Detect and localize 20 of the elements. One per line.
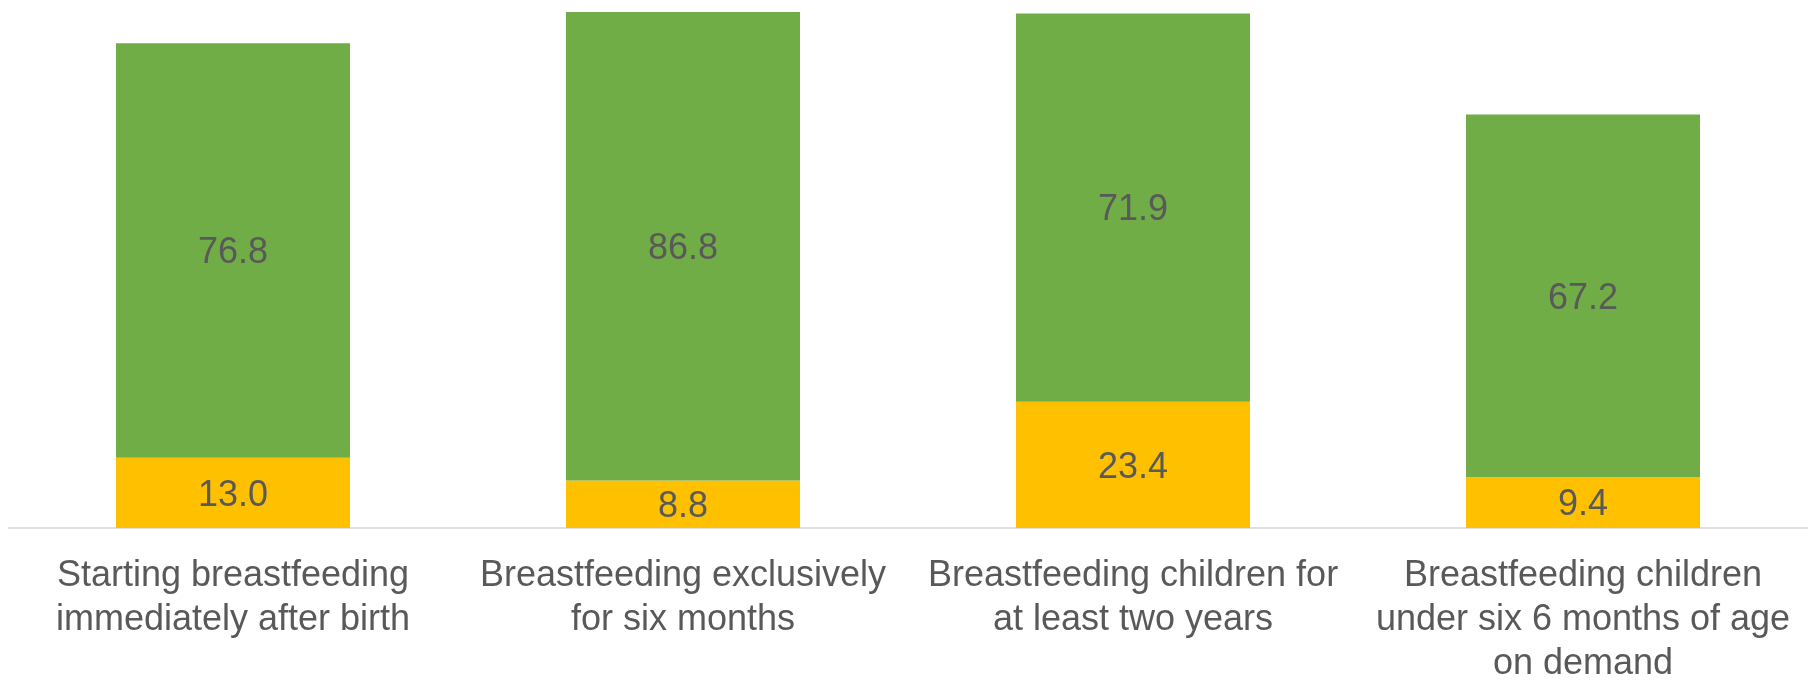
data-label: 67.2 — [1547, 275, 1619, 317]
data-label: 8.8 — [657, 484, 709, 526]
x-tick-label: Breastfeeding children under six 6 months of age on demand — [1375, 553, 1791, 682]
bar — [1466, 477, 1700, 528]
x-tick-label: Starting breastfeeding immediately after birth — [55, 553, 411, 638]
bar — [566, 480, 800, 528]
bar — [566, 12, 800, 481]
bar — [1466, 114, 1700, 478]
bar — [116, 457, 350, 528]
data-label: 86.8 — [647, 226, 719, 268]
bar — [116, 43, 350, 458]
data-label: 9.4 — [1557, 482, 1609, 524]
x-tick-label: Breastfeeding children for at least two years — [927, 553, 1339, 638]
x-tick-label: Breastfeeding exclusively for six months — [479, 553, 887, 638]
bar — [1016, 13, 1250, 402]
data-label: 13.0 — [197, 472, 269, 514]
data-label: 76.8 — [197, 230, 269, 272]
data-label: 71.9 — [1097, 187, 1169, 229]
data-label: 23.4 — [1097, 444, 1169, 486]
bar — [1016, 401, 1250, 528]
